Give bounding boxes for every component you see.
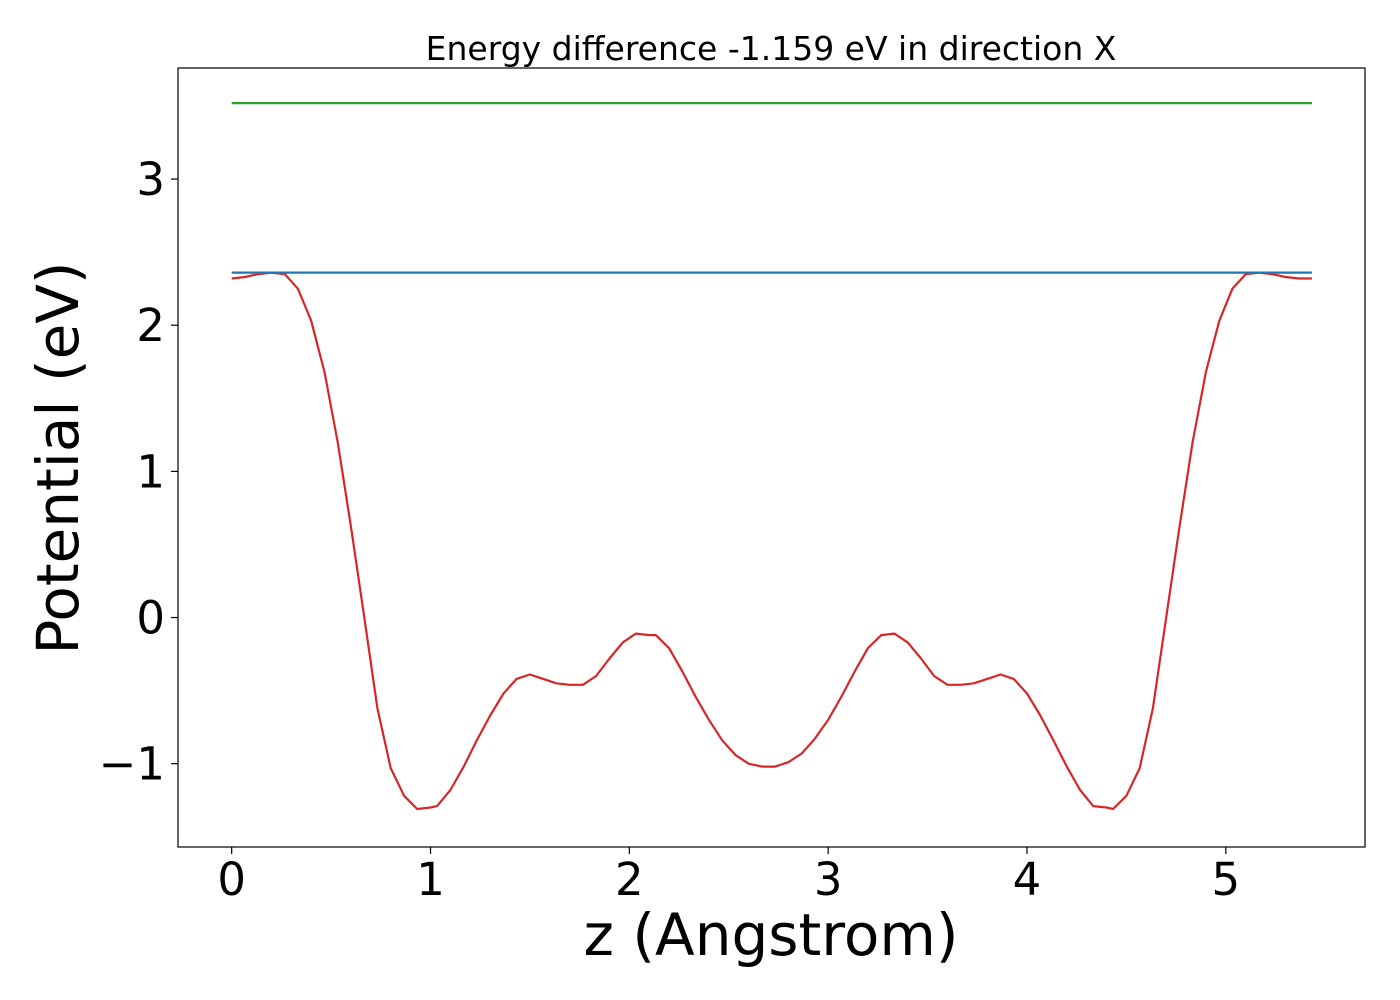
chart-title: Energy difference -1.159 eV in direction… <box>426 29 1117 68</box>
y-axis-label: Potential (eV) <box>24 261 92 654</box>
x-tick-label: 3 <box>814 853 843 906</box>
x-axis: 0 1 2 3 4 5 <box>217 847 1240 906</box>
y-tick-label: −1 <box>99 738 165 791</box>
series-layer <box>231 101 1312 811</box>
y-tick-label: 1 <box>136 445 165 498</box>
y-tick-label: 3 <box>136 153 165 206</box>
y-tick-label: 2 <box>136 299 165 352</box>
y-axis: −1 0 1 2 3 <box>99 153 178 791</box>
y-tick-label: 0 <box>136 592 165 645</box>
x-axis-label: z (Angstrom) <box>584 901 959 969</box>
x-tick-label: 5 <box>1212 853 1241 906</box>
x-tick-label: 2 <box>615 853 644 906</box>
x-tick-label: 1 <box>416 853 445 906</box>
plot-frame <box>177 67 1366 848</box>
x-tick-label: 0 <box>217 853 246 906</box>
x-tick-label: 4 <box>1013 853 1042 906</box>
series-line-1 <box>231 271 1312 811</box>
